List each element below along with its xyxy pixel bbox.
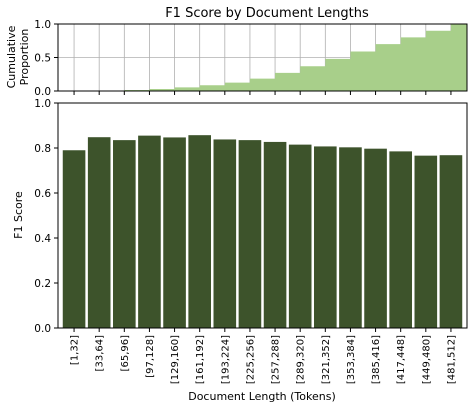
bottom-y-axis-label: F1 Score [12,191,25,239]
bottom-x-tick-label: [129,160] [170,335,181,384]
f1-bar [263,141,287,328]
bottom-y-tick-label: 0.6 [34,188,51,200]
x-axis-label: Document Length (Tokens) [188,390,336,403]
bottom-x-tick-label: [33,64] [95,335,106,372]
bottom-x-tick-label: [481,512] [446,335,457,384]
f1-bar [138,135,161,328]
f1-bar [288,144,312,328]
top-y-axis-label-line-2: Proportion [18,29,31,86]
cumulative-area [74,24,467,91]
top-x-ticks [73,91,452,95]
top-y-axis: 0.0 0.5 1.0 [34,19,58,98]
bottom-x-tick-label: [97,128] [145,335,156,378]
cumulative-area-path [74,24,467,91]
chart-title: F1 Score by Document Lengths [165,6,369,21]
bottom-y-tick-label: 0.0 [34,323,51,335]
f1-score-panel: 0.00.20.40.60.81.0 [1,32] [33,64] [65,96][… [12,98,468,403]
f1-bar [188,135,211,328]
bottom-y-tick-label: 0.2 [34,278,51,290]
bottom-x-tick-label: [225,256] [245,335,256,384]
top-y-tick-label: 1.0 [34,19,51,31]
bottom-x-tick-label: [321,352] [321,335,332,384]
f1-bar [364,148,387,328]
f1-bar [439,155,463,328]
bottom-x-tick-label: [1,32] [70,335,81,365]
bottom-y-axis: 0.0 0.2 0.4 0.6 0.8 1.0 [34,98,58,335]
bottom-x-tick-label: [161,192] [195,335,206,384]
bottom-y-tick-label: 1.0 [34,98,51,110]
f1-bar [414,155,438,328]
cumulative-proportion-panel: 0.0 0.5 1.0 Cumulative Proportion [5,19,468,98]
f1-bar [389,151,412,328]
f1-bar [87,137,111,328]
f1-bar [238,140,262,328]
bottom-x-axis: [1,32] [33,64] [65,96] [97,128] [129,160] [16… [70,328,457,384]
bottom-x-tick-label: [449,480] [421,335,432,384]
f1-bar [163,137,186,328]
top-y-tick-label: 0.0 [34,86,51,98]
bottom-x-tick-label: [417,448] [396,335,407,384]
f1-bars [62,135,463,328]
bottom-x-tick-label: [257,288] [271,335,282,384]
f1-bar [339,147,362,328]
bottom-y-tick-label: 0.8 [34,143,51,155]
bottom-y-tick-label: 0.4 [34,233,51,245]
bottom-x-tick-label: [289,320] [296,335,307,384]
bottom-x-tick-label: [193,224] [220,335,231,384]
top-y-axis-label-line-1: Cumulative [5,25,18,88]
top-y-tick-label: 0.5 [34,53,51,65]
f1-bar [314,146,337,328]
bottom-plot-frame [57,102,468,329]
bottom-x-tick-label: [385,416] [371,335,382,384]
f1-bar [113,140,136,328]
f1-bar [213,139,237,328]
bottom-x-tick-label: [353,384] [346,335,357,384]
bottom-x-tick-label: [65,96] [120,335,131,372]
f1-bar [62,150,86,328]
